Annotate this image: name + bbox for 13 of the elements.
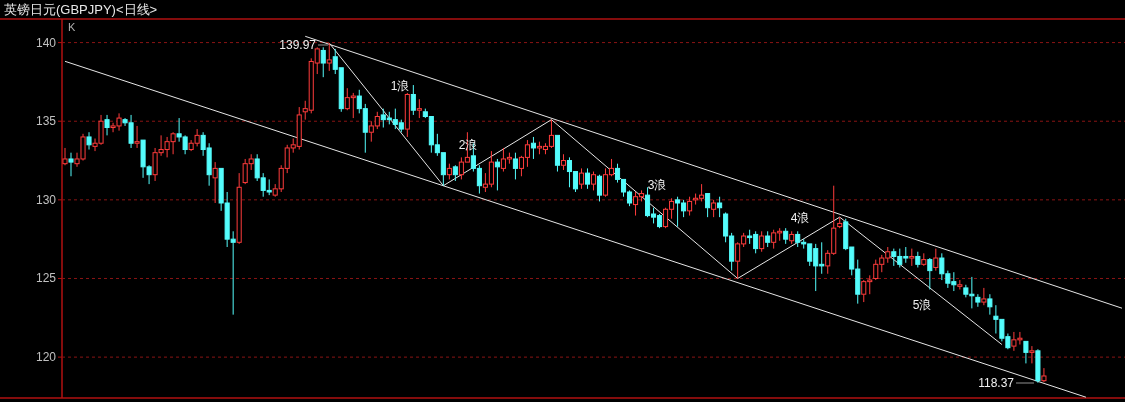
annotation: K xyxy=(68,21,76,33)
y-tick-label: 140 xyxy=(35,35,57,50)
annotation: 139.97 xyxy=(279,38,317,52)
y-tick-label: 130 xyxy=(35,192,57,207)
y-tick-label: 135 xyxy=(35,114,57,129)
y-tick-label: 125 xyxy=(35,271,57,286)
y-tick-label: 120 xyxy=(35,350,57,365)
chart-title: 英镑日元(GBPJPY)<日线> xyxy=(4,2,158,17)
annotation: 4浪 xyxy=(790,211,810,225)
annotation: 5浪 xyxy=(912,298,932,312)
annotation: 118.37 xyxy=(978,376,1015,390)
annotation: 3浪 xyxy=(647,178,667,192)
annotation: 1浪 xyxy=(390,79,410,93)
